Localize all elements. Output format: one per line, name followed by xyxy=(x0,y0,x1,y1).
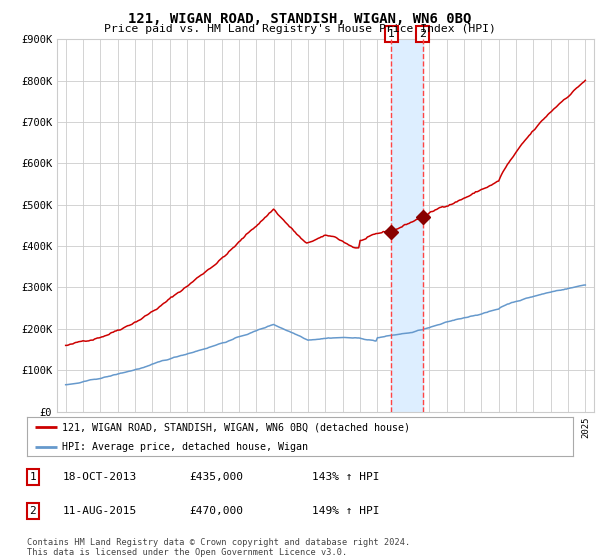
Text: £470,000: £470,000 xyxy=(189,506,243,516)
Text: 121, WIGAN ROAD, STANDISH, WIGAN, WN6 0BQ (detached house): 121, WIGAN ROAD, STANDISH, WIGAN, WN6 0B… xyxy=(62,422,410,432)
Text: 1: 1 xyxy=(29,472,37,482)
Text: £435,000: £435,000 xyxy=(189,472,243,482)
Bar xyxy=(391,39,422,412)
Text: 11-AUG-2015: 11-AUG-2015 xyxy=(63,506,137,516)
Text: 18-OCT-2013: 18-OCT-2013 xyxy=(63,472,137,482)
Text: Contains HM Land Registry data © Crown copyright and database right 2024.
This d: Contains HM Land Registry data © Crown c… xyxy=(27,538,410,557)
Text: 143% ↑ HPI: 143% ↑ HPI xyxy=(312,472,380,482)
Text: 121, WIGAN ROAD, STANDISH, WIGAN, WN6 0BQ: 121, WIGAN ROAD, STANDISH, WIGAN, WN6 0B… xyxy=(128,12,472,26)
Text: 2: 2 xyxy=(29,506,37,516)
Text: Price paid vs. HM Land Registry's House Price Index (HPI): Price paid vs. HM Land Registry's House … xyxy=(104,24,496,34)
Text: 1: 1 xyxy=(388,29,395,39)
Text: 149% ↑ HPI: 149% ↑ HPI xyxy=(312,506,380,516)
Text: HPI: Average price, detached house, Wigan: HPI: Average price, detached house, Wiga… xyxy=(62,442,308,451)
Text: 2: 2 xyxy=(419,29,426,39)
